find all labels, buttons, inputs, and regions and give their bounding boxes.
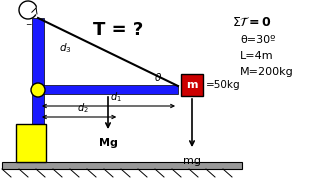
Circle shape <box>31 83 45 97</box>
Bar <box>2 162 242 169</box>
Text: $d_3$: $d_3$ <box>59 41 71 55</box>
Text: $\Sigma\mathcal{T}$$\mathbf{=0}$: $\Sigma\mathcal{T}$$\mathbf{=0}$ <box>232 15 272 28</box>
Text: T = ?: T = ? <box>93 21 143 39</box>
Text: $d_1$: $d_1$ <box>110 90 122 104</box>
Bar <box>181 74 203 96</box>
Text: =50kg: =50kg <box>206 80 241 90</box>
Bar <box>32 18 44 162</box>
Text: −: − <box>25 20 31 29</box>
Text: $d_2$: $d_2$ <box>77 101 88 115</box>
Text: $\theta$: $\theta$ <box>154 71 162 83</box>
Text: θ=30º: θ=30º <box>240 35 276 45</box>
Text: Mg: Mg <box>99 138 117 148</box>
Text: mg: mg <box>183 156 201 166</box>
Bar <box>16 124 46 162</box>
Bar <box>38 85 178 94</box>
Text: L=4m: L=4m <box>240 51 274 61</box>
Text: m: m <box>186 80 198 90</box>
Text: M=200kg: M=200kg <box>240 67 294 77</box>
